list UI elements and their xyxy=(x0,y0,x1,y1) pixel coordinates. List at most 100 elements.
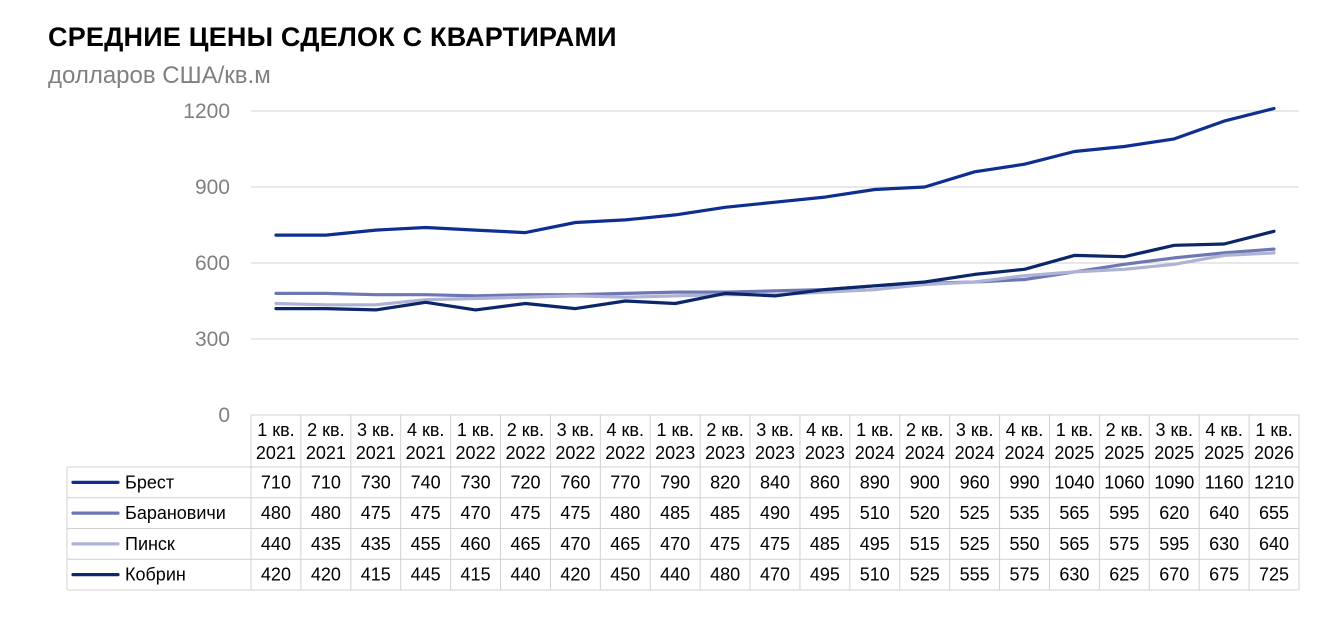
data-label: 470 xyxy=(660,534,690,554)
data-label: 470 xyxy=(560,534,590,554)
data-label: 450 xyxy=(610,565,640,585)
data-label: 640 xyxy=(1259,534,1289,554)
x-tick-label: 3 кв. xyxy=(557,420,594,440)
x-tick-label: 1 кв. xyxy=(656,420,693,440)
data-label: 420 xyxy=(560,565,590,585)
x-tick-label: 2024 xyxy=(905,443,945,463)
data-label: 435 xyxy=(311,534,341,554)
x-tick-label: 2023 xyxy=(705,443,745,463)
x-tick-label: 2024 xyxy=(955,443,995,463)
data-label: 900 xyxy=(910,472,940,492)
x-tick-label: 2 кв. xyxy=(906,420,943,440)
y-tick-label: 0 xyxy=(218,404,230,427)
data-label: 595 xyxy=(1159,534,1189,554)
x-tick-label: 2024 xyxy=(1005,443,1045,463)
data-label: 525 xyxy=(910,565,940,585)
data-label: 550 xyxy=(1010,534,1040,554)
data-label: 520 xyxy=(910,503,940,523)
x-tick-label: 2 кв. xyxy=(1106,420,1143,440)
data-label: 575 xyxy=(1109,534,1139,554)
x-tick-label: 3 кв. xyxy=(357,420,394,440)
x-tick-label: 4 кв. xyxy=(1006,420,1043,440)
data-label: 415 xyxy=(461,565,491,585)
data-label: 565 xyxy=(1059,503,1089,523)
x-tick-label: 1 кв. xyxy=(457,420,494,440)
data-label: 1040 xyxy=(1054,472,1094,492)
y-tick-label: 300 xyxy=(195,328,230,351)
data-label: 730 xyxy=(461,472,491,492)
data-label: 770 xyxy=(610,472,640,492)
data-label: 465 xyxy=(510,534,540,554)
data-label: 710 xyxy=(261,472,291,492)
data-label: 860 xyxy=(810,472,840,492)
data-label: 445 xyxy=(411,565,441,585)
data-label: 440 xyxy=(261,534,291,554)
x-tick-label: 3 кв. xyxy=(756,420,793,440)
chart-subtitle: долларов США/кв.м xyxy=(48,62,271,89)
data-label: 890 xyxy=(860,472,890,492)
data-label: 480 xyxy=(311,503,341,523)
x-tick-label: 2022 xyxy=(605,443,645,463)
data-label: 740 xyxy=(411,472,441,492)
data-label: 495 xyxy=(810,565,840,585)
x-tick-label: 2022 xyxy=(456,443,496,463)
x-tick-label: 1 кв. xyxy=(856,420,893,440)
x-tick-label: 2022 xyxy=(555,443,595,463)
x-tick-label: 2023 xyxy=(755,443,795,463)
data-label: 440 xyxy=(660,565,690,585)
series-line-1 xyxy=(274,247,1276,298)
legend-label: Кобрин xyxy=(125,565,186,585)
data-label: 420 xyxy=(311,565,341,585)
x-tick-label: 2026 xyxy=(1254,443,1294,463)
data-label: 625 xyxy=(1109,565,1139,585)
x-tick-label: 4 кв. xyxy=(1205,420,1242,440)
data-label: 475 xyxy=(560,503,590,523)
data-label: 565 xyxy=(1059,534,1089,554)
data-label: 1060 xyxy=(1104,472,1144,492)
x-tick-label: 1 кв. xyxy=(257,420,294,440)
data-label: 480 xyxy=(261,503,291,523)
x-tick-label: 4 кв. xyxy=(407,420,444,440)
data-label: 465 xyxy=(610,534,640,554)
legend-label: Брест xyxy=(125,472,174,492)
data-label: 475 xyxy=(361,503,391,523)
x-tick-label: 2023 xyxy=(805,443,845,463)
x-tick-label: 2024 xyxy=(855,443,895,463)
data-label: 485 xyxy=(810,534,840,554)
data-label: 960 xyxy=(960,472,990,492)
data-label: 485 xyxy=(710,503,740,523)
data-label: 460 xyxy=(461,534,491,554)
data-label: 640 xyxy=(1209,503,1239,523)
data-label: 1090 xyxy=(1154,472,1194,492)
x-tick-label: 2 кв. xyxy=(706,420,743,440)
data-label: 510 xyxy=(860,565,890,585)
chart-title: СРЕДНИЕ ЦЕНЫ СДЕЛОК С КВАРТИРАМИ xyxy=(48,22,617,52)
data-label: 840 xyxy=(760,472,790,492)
data-label: 440 xyxy=(510,565,540,585)
x-tick-label: 3 кв. xyxy=(1156,420,1193,440)
y-tick-label: 900 xyxy=(195,176,230,199)
data-label: 730 xyxy=(361,472,391,492)
data-label: 470 xyxy=(461,503,491,523)
data-label: 720 xyxy=(510,472,540,492)
data-label: 495 xyxy=(810,503,840,523)
data-label: 475 xyxy=(760,534,790,554)
legend-label: Барановичи xyxy=(125,503,226,523)
y-tick-label: 1200 xyxy=(183,100,230,123)
data-label: 475 xyxy=(411,503,441,523)
x-tick-label: 2 кв. xyxy=(507,420,544,440)
data-label: 675 xyxy=(1209,565,1239,585)
data-label: 1160 xyxy=(1205,472,1244,492)
data-label: 415 xyxy=(361,565,391,585)
x-tick-label: 2021 xyxy=(256,443,296,463)
x-tick-label: 2025 xyxy=(1204,443,1244,463)
data-label: 535 xyxy=(1010,503,1040,523)
data-label: 710 xyxy=(311,472,341,492)
data-label: 515 xyxy=(910,534,940,554)
data-label: 480 xyxy=(610,503,640,523)
data-label: 555 xyxy=(960,565,990,585)
data-label: 575 xyxy=(1010,565,1040,585)
x-tick-label: 2025 xyxy=(1154,443,1194,463)
legend-label: Пинск xyxy=(125,534,175,554)
